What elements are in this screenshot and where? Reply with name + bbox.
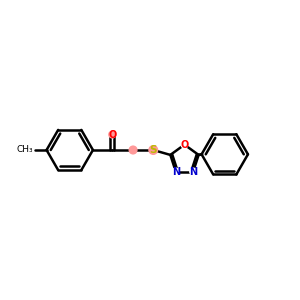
Circle shape — [181, 141, 188, 148]
Text: CH₃: CH₃ — [16, 146, 33, 154]
Circle shape — [172, 168, 179, 175]
Text: O: O — [108, 130, 116, 140]
Text: S: S — [149, 145, 157, 155]
Circle shape — [149, 146, 158, 154]
Circle shape — [190, 168, 196, 175]
Text: N: N — [172, 167, 180, 176]
Text: N: N — [189, 167, 197, 176]
Text: O: O — [180, 140, 189, 150]
Circle shape — [109, 131, 116, 138]
Circle shape — [129, 146, 137, 154]
